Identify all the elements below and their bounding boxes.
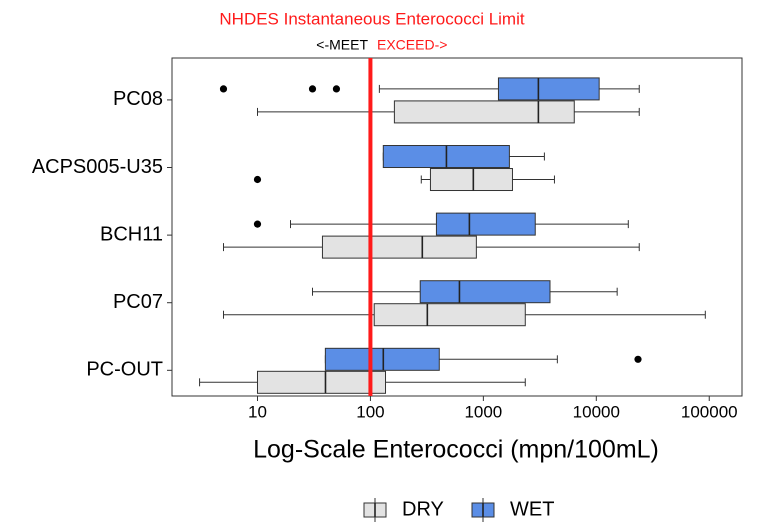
box [419, 280, 551, 304]
annotation: <-MEET [316, 37, 368, 53]
outlier [253, 175, 262, 184]
x-axis-title: Log-Scale Enterococci (mpn/100mL) [253, 436, 659, 464]
x-tick-label: 10000 [573, 402, 620, 421]
outlier [253, 220, 262, 228]
y-tick-label: PC-OUT [86, 359, 163, 381]
y-tick-label: PC08 [113, 88, 163, 110]
box [373, 303, 526, 327]
y-tick-label: BCH11 [100, 223, 163, 245]
legend-label: DRY [402, 498, 444, 520]
outlier [219, 85, 228, 93]
y-tick-label: PC07 [113, 291, 163, 313]
box [256, 370, 387, 394]
x-tick-label: 1000 [464, 402, 502, 421]
legend-label: WET [510, 498, 554, 520]
outlier [332, 85, 341, 93]
chart-title: NHDES Instantaneous Enterococci Limit [219, 9, 524, 28]
outlier [308, 85, 317, 93]
outlier [634, 355, 642, 363]
box [393, 100, 575, 124]
x-tick-label: 10 [248, 402, 267, 421]
x-tick-label: 100 [356, 402, 384, 421]
box [321, 235, 477, 259]
plot-frame [171, 57, 743, 397]
box [324, 347, 440, 371]
annotation: EXCEED-> [377, 37, 447, 53]
y-tick-label: ACPS005-U35 [32, 156, 163, 178]
x-tick-label: 100000 [681, 402, 738, 421]
box [435, 212, 536, 236]
box [429, 168, 513, 192]
box [497, 77, 600, 101]
